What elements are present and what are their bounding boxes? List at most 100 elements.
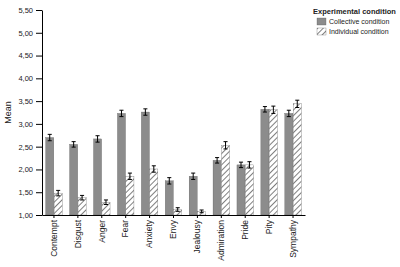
error-bar bbox=[56, 190, 60, 195]
y-tick-label: 1,50 bbox=[18, 188, 33, 197]
error-bar bbox=[72, 142, 76, 147]
x-tick: Sympathy bbox=[288, 215, 298, 258]
bar bbox=[261, 109, 269, 215]
legend-label: Individual condition bbox=[329, 28, 389, 35]
error-bar bbox=[215, 158, 219, 163]
error-cap bbox=[48, 134, 52, 135]
error-bar bbox=[48, 134, 52, 140]
error-line bbox=[217, 158, 218, 163]
chart: 1,001,502,002,503,003,504,004,505,005,50… bbox=[0, 0, 400, 267]
y-tick: 2,00 bbox=[18, 165, 42, 174]
y-tick: 1,00 bbox=[18, 211, 42, 220]
x-tick: Pity bbox=[264, 215, 274, 234]
legend: Experimental conditionCollective conditi… bbox=[313, 7, 396, 35]
error-cap bbox=[72, 147, 76, 148]
x-tick-mark bbox=[269, 215, 270, 218]
x-tick-mark bbox=[293, 215, 294, 218]
error-bar bbox=[271, 106, 275, 113]
error-bar bbox=[239, 162, 243, 167]
bar bbox=[78, 198, 86, 215]
x-tick-label: Envy bbox=[168, 219, 178, 239]
x-tick: Pride bbox=[240, 215, 250, 240]
x-tick: Contempt bbox=[49, 215, 59, 257]
y-tick: 3,00 bbox=[18, 120, 42, 129]
bar bbox=[221, 145, 229, 215]
error-cap bbox=[128, 179, 132, 180]
error-line bbox=[58, 190, 59, 195]
x-tick: Disgust bbox=[73, 215, 83, 248]
x-tick-mark bbox=[77, 215, 78, 218]
bar bbox=[269, 110, 277, 215]
bar bbox=[46, 138, 54, 215]
y-tick-mark bbox=[36, 56, 42, 57]
error-bar bbox=[143, 109, 147, 115]
x-tick: Anger bbox=[96, 215, 106, 243]
y-axis-title: Mean bbox=[3, 101, 13, 124]
error-cap bbox=[143, 108, 147, 109]
y-tick-mark bbox=[36, 215, 42, 216]
error-cap bbox=[104, 204, 108, 205]
legend-title: Experimental condition bbox=[313, 7, 396, 16]
x-tick: Jealousy bbox=[192, 215, 202, 254]
error-bar bbox=[128, 173, 132, 179]
error-cap bbox=[96, 142, 100, 143]
error-line bbox=[273, 106, 274, 113]
y-tick-label: 1,00 bbox=[18, 211, 33, 220]
x-tick-mark bbox=[101, 215, 102, 218]
y-tick-mark bbox=[36, 169, 42, 170]
y-axis: 1,001,502,002,503,003,504,004,505,005,50 bbox=[18, 6, 42, 220]
error-cap bbox=[215, 157, 219, 158]
error-cap bbox=[152, 172, 156, 173]
bar bbox=[285, 113, 293, 215]
error-line bbox=[49, 134, 50, 140]
error-cap bbox=[80, 199, 84, 200]
y-tick-label: 3,50 bbox=[18, 97, 33, 106]
error-line bbox=[121, 110, 122, 116]
error-cap bbox=[176, 207, 180, 208]
error-cap bbox=[224, 141, 228, 142]
y-tick-mark bbox=[36, 33, 42, 34]
y-tick-label: 2,50 bbox=[18, 143, 33, 152]
error-cap bbox=[48, 140, 52, 141]
error-line bbox=[153, 166, 154, 172]
bar bbox=[245, 165, 253, 215]
x-tick-label: Jealousy bbox=[192, 219, 202, 253]
error-cap bbox=[119, 110, 123, 111]
error-line bbox=[225, 142, 226, 149]
error-cap bbox=[104, 199, 108, 200]
x-tick-mark bbox=[149, 215, 150, 218]
y-tick: 4,00 bbox=[18, 74, 42, 83]
x-tick-label: Anger bbox=[96, 220, 106, 243]
bar bbox=[213, 160, 221, 215]
x-tick-mark bbox=[221, 215, 222, 218]
error-cap bbox=[191, 179, 195, 180]
error-cap bbox=[215, 163, 219, 164]
error-cap bbox=[143, 115, 147, 116]
bar bbox=[54, 193, 62, 215]
marks bbox=[46, 100, 302, 215]
error-cap bbox=[224, 148, 228, 149]
bar bbox=[70, 144, 78, 215]
x-tick-label: Pride bbox=[240, 220, 250, 240]
error-bar bbox=[263, 107, 267, 112]
y-tick-label: 5,00 bbox=[18, 29, 33, 38]
error-line bbox=[105, 200, 106, 205]
error-bar bbox=[119, 110, 123, 116]
x-tick-mark bbox=[53, 215, 54, 218]
error-bar bbox=[176, 208, 180, 212]
y-tick-mark bbox=[36, 147, 42, 148]
y-tick-mark bbox=[36, 101, 42, 102]
error-cap bbox=[167, 177, 171, 178]
error-cap bbox=[287, 110, 291, 111]
error-line bbox=[97, 136, 98, 142]
legend-swatch bbox=[317, 18, 326, 25]
error-line bbox=[82, 195, 83, 200]
error-cap bbox=[56, 195, 60, 196]
error-cap bbox=[263, 106, 267, 107]
y-tick-label: 4,00 bbox=[18, 74, 33, 83]
error-bar bbox=[287, 110, 291, 116]
error-cap bbox=[247, 168, 251, 169]
x-tick-mark bbox=[245, 215, 246, 218]
error-line bbox=[73, 142, 74, 147]
y-tick: 4,50 bbox=[18, 51, 42, 60]
